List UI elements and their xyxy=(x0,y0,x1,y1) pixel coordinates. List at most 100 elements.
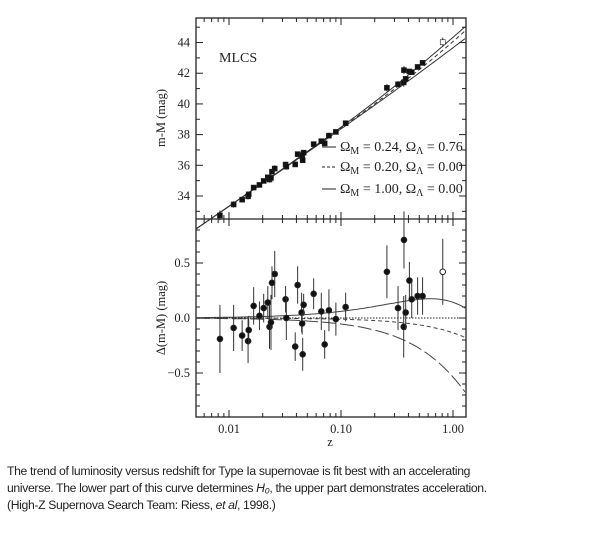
caption-text: , 1998.) xyxy=(236,498,276,512)
data-point xyxy=(439,39,446,46)
data-point xyxy=(260,178,267,184)
data-point xyxy=(419,292,426,300)
data-point xyxy=(283,314,290,322)
plot-border xyxy=(195,17,467,418)
y-tick-label: 36 xyxy=(178,158,191,172)
legend-label-part: = 0.00 xyxy=(423,160,462,175)
data-point xyxy=(439,268,447,276)
data-point xyxy=(414,64,421,70)
x-tick-label: 0.01 xyxy=(218,422,240,436)
data-point xyxy=(325,307,333,314)
caption-etal: et al xyxy=(215,498,238,512)
data-point xyxy=(245,326,253,334)
y-tick-label: −0.5 xyxy=(167,366,190,380)
x-tick-label: 1.00 xyxy=(442,422,464,436)
legend-label: ΩM = 1.00, ΩΛ = 0.00 xyxy=(340,182,463,199)
legend-label-part: = 0.20, Ω xyxy=(359,160,416,175)
x-tick-labels: 0.01 0.10 1.00 xyxy=(218,422,464,436)
legend-label-part: Ω xyxy=(340,182,350,197)
y-tick-label: 0.0 xyxy=(174,311,190,325)
data-point xyxy=(400,323,408,331)
y-tick-label: 0.5 xyxy=(174,256,190,270)
legend-label-part: M xyxy=(350,166,359,177)
data-point xyxy=(300,149,307,156)
data-point xyxy=(216,335,224,343)
y-tick-label: 38 xyxy=(178,128,191,142)
legend-label: ΩM = 0.20, ΩΛ = 0.00 xyxy=(340,160,463,177)
legend-label-part: M xyxy=(350,188,359,199)
y-axis-title-upper: m-M (mag) xyxy=(154,89,168,147)
data-point xyxy=(250,302,257,310)
data-point xyxy=(395,81,401,88)
data-point xyxy=(321,140,328,147)
data-point xyxy=(291,343,299,350)
data-point xyxy=(283,163,290,170)
caption-line-3: (High-Z Supernova Search Team: Riess, et… xyxy=(7,497,602,514)
data-point xyxy=(238,332,246,339)
data-point xyxy=(402,309,409,316)
data-point xyxy=(333,129,339,135)
data-point xyxy=(321,341,328,348)
data-point xyxy=(294,281,301,289)
data-point xyxy=(401,67,407,73)
data-point xyxy=(342,303,349,311)
legend-label-part: M xyxy=(350,146,359,157)
model-curve-lower xyxy=(196,317,466,393)
data-point xyxy=(394,304,402,312)
data-point xyxy=(299,351,306,358)
caption-line-2: universe. The lower part of this curve d… xyxy=(7,480,602,497)
data-point xyxy=(383,268,391,276)
caption-line-1: The trend of luminosity versus redshift … xyxy=(7,464,471,478)
legend-label-part: Λ xyxy=(416,188,424,199)
data-point xyxy=(256,182,263,188)
panel-label: MLCS xyxy=(219,51,257,66)
axis-ticks xyxy=(196,18,466,417)
legend-label: ΩM = 0.24, ΩΛ = 0.76 xyxy=(340,140,463,157)
data-point xyxy=(310,290,317,298)
legend-label-part: Λ xyxy=(416,166,424,177)
legend-label-part: = 0.76 xyxy=(423,140,462,155)
y-tick-labels: 34 36 38 40 42 44 0.5 0.0 −0.5 xyxy=(167,36,190,380)
caption-text: universe. The lower part of this curve d… xyxy=(7,481,257,495)
data-point xyxy=(318,308,325,315)
y-tick-label: 40 xyxy=(178,97,191,111)
data-points xyxy=(216,37,447,373)
data-point xyxy=(260,304,267,312)
data-point xyxy=(310,141,317,147)
data-point xyxy=(264,299,272,306)
data-point xyxy=(419,60,426,66)
legend-label-part: = 1.00, Ω xyxy=(359,182,416,197)
data-point xyxy=(408,69,415,75)
data-point xyxy=(292,161,298,168)
data-point xyxy=(250,184,257,191)
y-tick-label: 44 xyxy=(178,36,191,50)
y-tick-label: 42 xyxy=(178,66,191,80)
data-point xyxy=(384,84,390,91)
plot-frame xyxy=(195,17,467,418)
data-point xyxy=(402,76,409,82)
data-point xyxy=(217,212,223,219)
data-point xyxy=(332,315,340,323)
data-point xyxy=(408,296,416,303)
data-point xyxy=(230,201,237,208)
data-point xyxy=(256,312,263,320)
data-point xyxy=(342,120,349,127)
x-tick-label: 0.10 xyxy=(330,422,352,436)
y-axis-title-lower: Δ(m-M) (mag) xyxy=(154,281,168,355)
figure-caption: The trend of luminosity versus redshift … xyxy=(7,463,602,514)
x-axis-title: z xyxy=(327,435,333,449)
data-point xyxy=(230,324,237,332)
legend-label-part: Ω xyxy=(340,160,350,175)
data-point xyxy=(299,157,306,164)
legend-label-part: = 0.24, Ω xyxy=(359,140,416,155)
data-point xyxy=(245,191,252,198)
legend-label-part: Ω xyxy=(340,140,350,155)
data-point xyxy=(268,279,276,287)
data-point xyxy=(267,319,275,326)
caption-text: , the upper part demonstrates accelerati… xyxy=(269,481,487,495)
data-point xyxy=(271,165,278,172)
model-curves xyxy=(195,26,466,393)
data-point xyxy=(239,196,245,203)
y-tick-label: 34 xyxy=(178,189,191,203)
